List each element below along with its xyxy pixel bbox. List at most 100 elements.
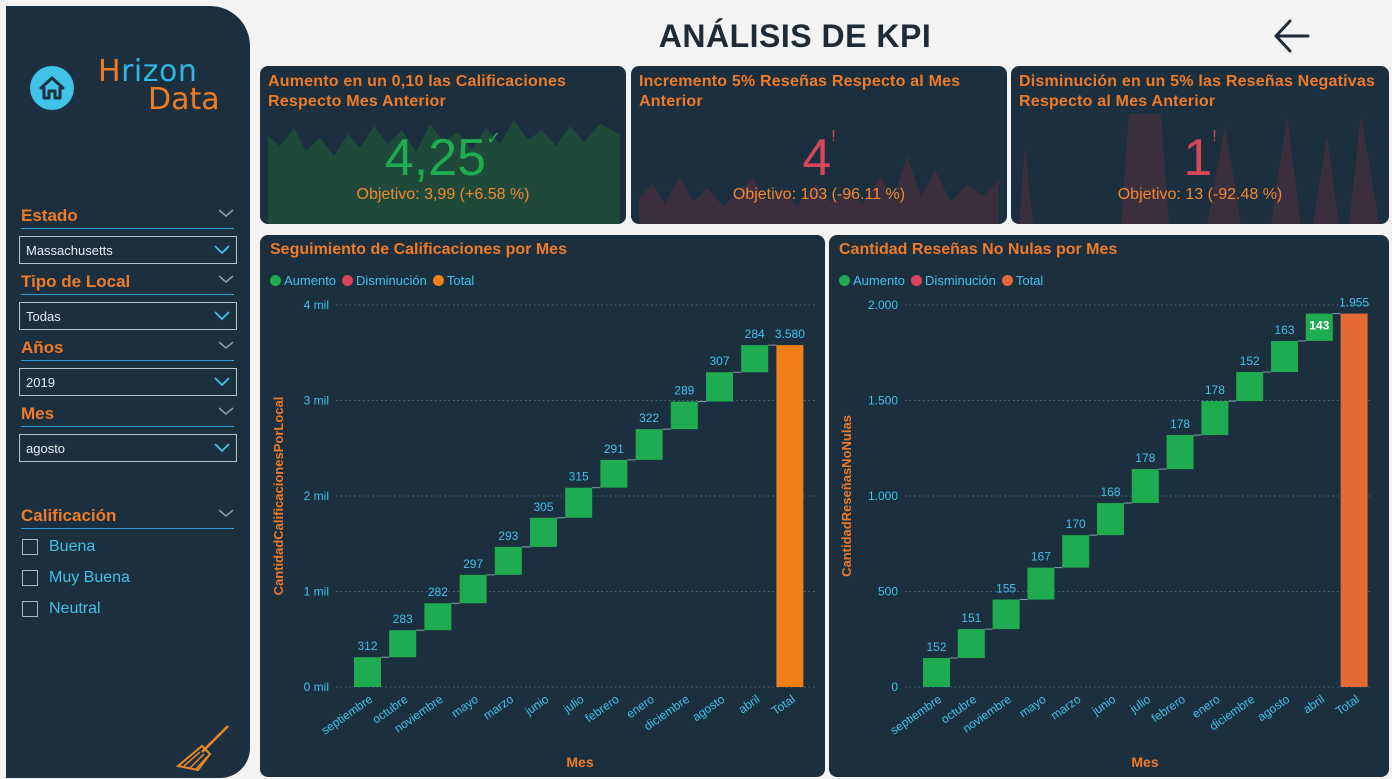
x-tick-label: Total: [1333, 692, 1362, 718]
waterfall-bar: [494, 546, 522, 575]
waterfall-bar: [1271, 340, 1298, 373]
tipo-local-dropdown[interactable]: Todas: [19, 302, 237, 330]
y-tick-label: 1 mil: [304, 585, 329, 599]
chart-title: Cantidad Reseñas No Nulas por Mes: [839, 241, 1118, 258]
data-label: 143: [1309, 319, 1329, 333]
legend-item-decrease[interactable]: Disminución: [342, 273, 427, 288]
data-label: 284: [745, 327, 765, 341]
waterfall-bar: [1305, 313, 1333, 341]
calificacion-option-muy-buena[interactable]: Muy Buena: [22, 567, 130, 589]
y-tick-label: 1.500: [868, 394, 898, 408]
legend-item-increase[interactable]: Aumento: [839, 273, 905, 288]
waterfall-bar: [600, 459, 628, 488]
page-title: ANÁLISIS DE KPI: [658, 18, 932, 54]
filter-tipo-label[interactable]: Tipo de Local: [21, 272, 234, 295]
y-axis-label: CantidadReseñasNoNulas: [839, 415, 854, 577]
y-tick-label: 0: [891, 680, 898, 694]
kpi-goal: Objetivo: 13 (-92.48 %): [1117, 186, 1283, 203]
horizon-data-logo: Hrizon Data: [98, 54, 220, 117]
chevron-down-icon: [218, 407, 234, 415]
y-tick-label: 2.000: [868, 298, 898, 312]
waterfall-chart-resenas: 0 500 1.000 1.500 2.000 CantidadReseñasNoNula…: [839, 296, 1371, 770]
legend-item-decrease[interactable]: Disminución: [911, 273, 996, 288]
checkbox[interactable]: [22, 539, 38, 555]
filter-anios-label[interactable]: Años: [21, 338, 234, 361]
kpi-title: Disminución en un 5% las Reseñas Negativ…: [1019, 73, 1376, 110]
data-label: 178: [1170, 417, 1190, 431]
kpi-value: 1!: [1183, 128, 1217, 187]
waterfall-bar: [1027, 567, 1055, 600]
waterfall-bar: [635, 429, 663, 460]
waterfall-bar: [923, 657, 950, 687]
waterfall-bar: [424, 603, 452, 631]
warning-icon: !: [831, 128, 836, 145]
data-label: 155: [996, 582, 1016, 596]
waterfall-bar: [992, 599, 1020, 630]
chart-panel-calificaciones: Seguimiento de Calificaciones por Mes Au…: [260, 235, 825, 777]
data-label: 178: [1205, 383, 1225, 397]
kpi-card-calificaciones: Aumento en un 0,10 las Calificaciones Re…: [260, 66, 626, 224]
y-tick-label: 3 mil: [304, 394, 329, 408]
x-axis-label: Mes: [1131, 754, 1158, 770]
kpi-title: Incremento 5% Reseñas Respecto al Mes An…: [639, 73, 961, 110]
calificacion-option-buena[interactable]: Buena: [22, 536, 95, 558]
mes-dropdown[interactable]: agosto: [19, 434, 237, 462]
x-tick-label: junio: [1089, 692, 1119, 719]
calificacion-option-neutral[interactable]: Neutral: [22, 598, 101, 620]
waterfall-bar: [1097, 503, 1124, 536]
legend-item-total[interactable]: Total: [432, 273, 474, 288]
y-tick-label: 500: [878, 585, 898, 599]
data-label: 282: [428, 585, 448, 599]
waterfall-bar: [389, 630, 417, 658]
kpi-sparkline: [639, 156, 999, 224]
data-label: 163: [1274, 323, 1294, 337]
estado-dropdown[interactable]: Massachusetts: [19, 236, 237, 264]
waterfall-bar: [565, 487, 593, 518]
data-label: 168: [1100, 485, 1120, 499]
chart-title: Seguimiento de Calificaciones por Mes: [270, 241, 567, 258]
warning-icon: !: [1212, 128, 1217, 145]
kpi-value: 4,25✓: [384, 128, 502, 187]
chevron-down-icon: [218, 509, 234, 517]
x-tick-label: marzo: [481, 692, 517, 723]
legend-item-increase[interactable]: Aumento: [270, 273, 336, 288]
checkbox[interactable]: [22, 570, 38, 586]
x-tick-label: agosto: [1255, 692, 1293, 724]
data-label: 293: [498, 529, 518, 543]
kpi-sparkline: [268, 120, 620, 224]
sidebar: Hrizon Data Estado Massachusetts Tipo de…: [6, 6, 250, 778]
kpi-goal: Objetivo: 103 (-96.11 %): [732, 186, 906, 203]
chevron-down-icon: [214, 245, 230, 255]
chart-legend: Aumento Disminución Total: [270, 273, 480, 288]
clear-filters-button[interactable]: [175, 722, 232, 779]
data-label: 312: [357, 639, 377, 653]
data-label: 283: [393, 612, 413, 626]
data-label: 307: [709, 354, 729, 368]
data-label: 170: [1066, 517, 1086, 531]
legend-item-total[interactable]: Total: [1001, 273, 1043, 288]
check-icon: ✓: [486, 128, 502, 148]
chart-panel-resenas: Cantidad Reseñas No Nulas por Mes Aument…: [829, 235, 1389, 777]
waterfall-bar: [670, 401, 698, 430]
data-label: 297: [463, 557, 483, 571]
data-label: 151: [961, 611, 981, 625]
filter-calificacion-label[interactable]: Calificación: [21, 506, 234, 529]
home-button[interactable]: [30, 66, 74, 110]
kpi-value: 4!: [802, 128, 836, 187]
broom-icon: [175, 725, 229, 772]
waterfall-bar: [706, 372, 733, 402]
filter-mes-label[interactable]: Mes: [21, 404, 234, 427]
x-tick-label: Total: [769, 692, 798, 718]
data-label: 291: [604, 442, 624, 456]
data-label: 167: [1031, 550, 1051, 564]
waterfall-bar: [957, 629, 985, 658]
y-tick-label: 4 mil: [304, 298, 329, 312]
data-label: 322: [639, 411, 659, 425]
kpi-sparkline: [1019, 114, 1379, 224]
back-button[interactable]: [1272, 18, 1312, 59]
waterfall-bar: [1340, 313, 1368, 687]
kpi-card-resenas: Incremento 5% Reseñas Respecto al Mes An…: [631, 66, 1007, 224]
anios-dropdown[interactable]: 2019: [19, 368, 237, 396]
checkbox[interactable]: [22, 601, 38, 617]
filter-estado-label[interactable]: Estado: [21, 206, 234, 229]
